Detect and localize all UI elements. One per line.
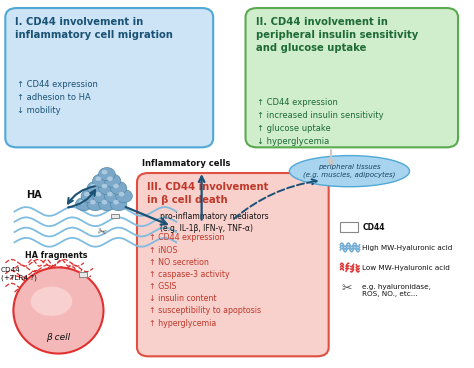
Circle shape	[110, 181, 127, 195]
Circle shape	[92, 190, 109, 203]
Text: High MW-Hyaluronic acid: High MW-Hyaluronic acid	[363, 245, 453, 251]
Circle shape	[92, 174, 109, 187]
Circle shape	[99, 167, 115, 181]
Circle shape	[107, 176, 113, 181]
Text: HA fragments: HA fragments	[25, 251, 87, 260]
Text: β cell: β cell	[46, 333, 71, 342]
Circle shape	[118, 192, 125, 197]
Circle shape	[96, 176, 101, 181]
Ellipse shape	[31, 287, 73, 316]
Circle shape	[101, 184, 107, 188]
Circle shape	[81, 190, 98, 203]
Circle shape	[99, 181, 115, 195]
Ellipse shape	[13, 268, 103, 354]
Circle shape	[84, 192, 90, 197]
Text: HA: HA	[26, 190, 42, 200]
Circle shape	[101, 170, 107, 174]
Text: ↑ CD44 expression
↑ adhesion to HA
↓ mobility: ↑ CD44 expression ↑ adhesion to HA ↓ mob…	[17, 79, 98, 115]
Ellipse shape	[290, 156, 410, 187]
Circle shape	[90, 184, 96, 188]
Circle shape	[75, 198, 92, 211]
Text: CD44: CD44	[363, 223, 385, 232]
Circle shape	[87, 181, 104, 195]
FancyBboxPatch shape	[79, 272, 87, 277]
Text: CD44
(+TLR4 ?): CD44 (+TLR4 ?)	[0, 267, 36, 281]
Circle shape	[113, 200, 119, 205]
FancyBboxPatch shape	[340, 223, 358, 232]
Circle shape	[87, 198, 104, 211]
Circle shape	[104, 190, 121, 203]
Text: ↑ CD44 expression
↑ iNOS
↑ NO secretion
↑ caspase-3 activity
↑ GSIS
↓ insulin co: ↑ CD44 expression ↑ iNOS ↑ NO secretion …	[148, 233, 261, 328]
FancyBboxPatch shape	[5, 8, 213, 147]
Text: Low MW-Hyaluronic acid: Low MW-Hyaluronic acid	[363, 265, 450, 271]
Text: ✂: ✂	[341, 282, 352, 295]
Circle shape	[101, 200, 107, 205]
FancyBboxPatch shape	[111, 214, 119, 218]
Text: ↑ CD44 expression
↑ increased insulin sensitivity
↑ glucose uptake
↓ hyperglycem: ↑ CD44 expression ↑ increased insulin se…	[257, 98, 383, 146]
Circle shape	[110, 198, 127, 211]
FancyBboxPatch shape	[246, 8, 458, 147]
Text: II. CD44 involvement in
peripheral insulin sensitivity
and glucose uptake: II. CD44 involvement in peripheral insul…	[255, 17, 418, 53]
Text: ✂: ✂	[95, 226, 107, 238]
Circle shape	[113, 184, 119, 188]
Text: pro-inflammatory mediators
(e.g. IL-1β, IFN-γ, TNF-α): pro-inflammatory mediators (e.g. IL-1β, …	[160, 212, 269, 233]
Circle shape	[107, 192, 113, 197]
Text: III. CD44 involvement
in β cell death: III. CD44 involvement in β cell death	[147, 182, 268, 205]
FancyBboxPatch shape	[137, 173, 328, 356]
Circle shape	[90, 200, 96, 205]
Circle shape	[116, 190, 132, 203]
Text: Inflammatory cells: Inflammatory cells	[142, 159, 230, 168]
Text: e.g. hyaluronidase,
ROS, NO., etc...: e.g. hyaluronidase, ROS, NO., etc...	[363, 284, 431, 297]
Circle shape	[78, 200, 84, 205]
Circle shape	[104, 174, 121, 187]
Text: I. CD44 involvement in
inflammatory cell migration: I. CD44 involvement in inflammatory cell…	[16, 17, 173, 40]
Circle shape	[99, 198, 115, 211]
Text: peripheral tissues
(e.g. muscles, adipocytes): peripheral tissues (e.g. muscles, adipoc…	[303, 164, 396, 178]
Circle shape	[96, 192, 101, 197]
